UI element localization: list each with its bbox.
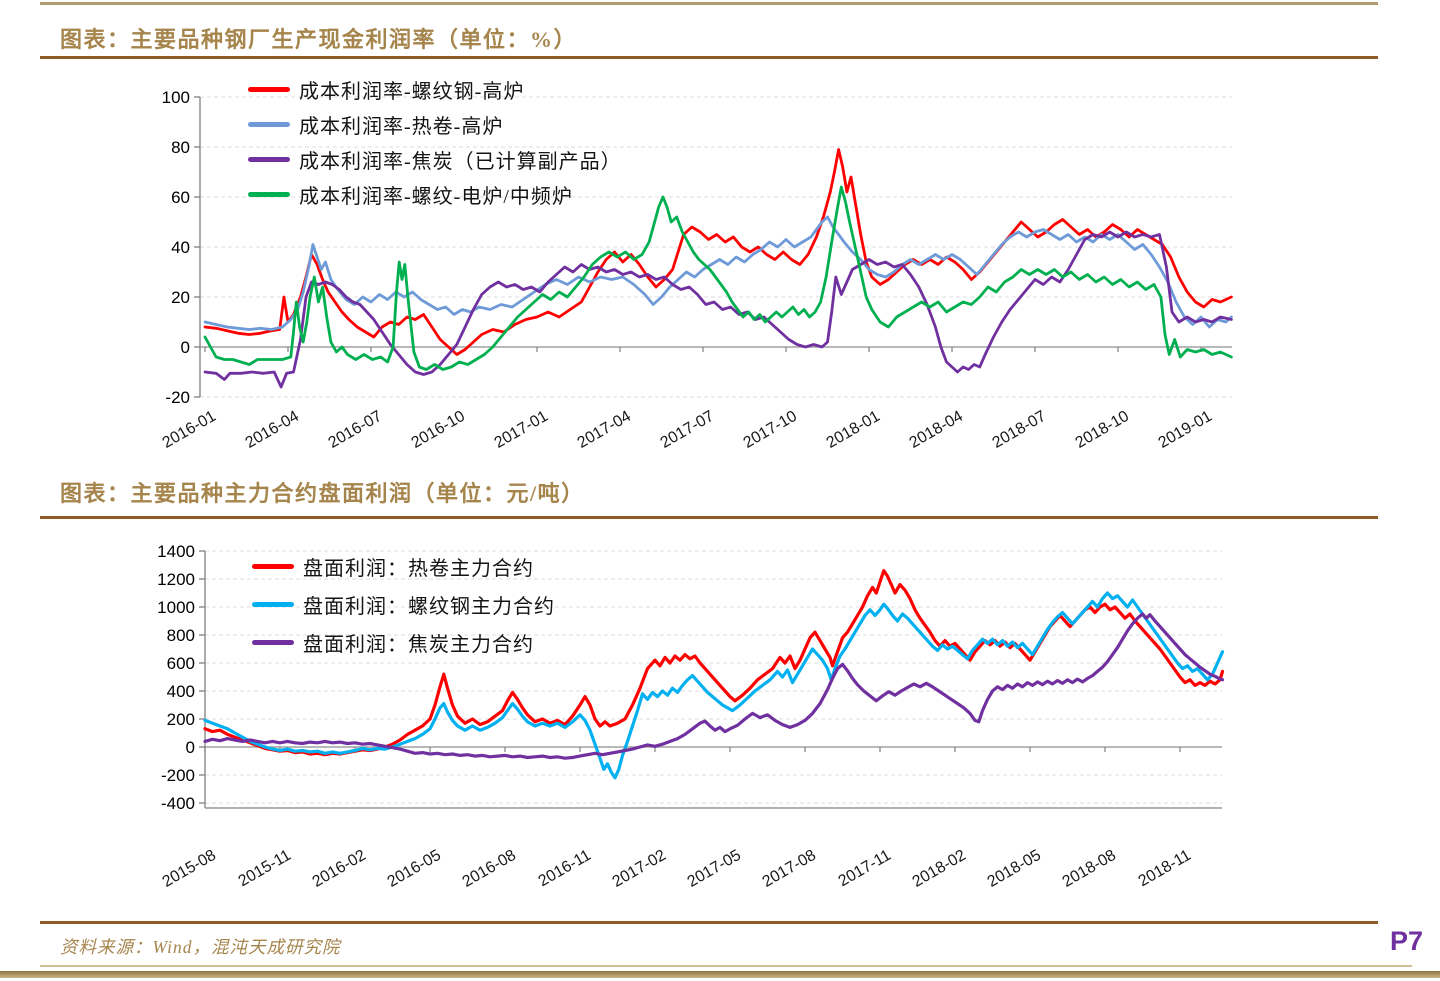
- x-tick-label: 2017-04: [575, 408, 634, 452]
- x-tick-label: 2018-07: [990, 408, 1049, 452]
- x-tick-label: 2016-05: [385, 847, 444, 891]
- x-tick-label: 2018-10: [1073, 408, 1132, 452]
- y-tick-label: 0: [186, 738, 195, 757]
- series-line-0: [203, 148, 1233, 356]
- chart2-title: 图表：主要品种主力合约盘面利润（单位：元/吨）: [60, 481, 585, 506]
- chart2-legend: 盘面利润：热卷主力合约 盘面利润：螺纹钢主力合约 盘面利润：焦炭主力合约: [252, 547, 555, 661]
- x-tick-label: 2018-11: [1136, 847, 1194, 891]
- y-tick-label: 200: [167, 710, 195, 729]
- x-tick-label: 2018-04: [907, 408, 966, 452]
- x-tick-label: 2016-08: [460, 847, 519, 891]
- legend-label: 成本利润率-螺纹-电炉/中频炉: [299, 186, 573, 208]
- legend-swatch-green-line: [248, 192, 290, 197]
- legend-swatch-cyan-line: [252, 601, 294, 607]
- x-tick-label: 2016-07: [326, 408, 385, 452]
- series-line-1: [203, 591, 1225, 780]
- y-tick-label: -20: [165, 388, 190, 407]
- x-tick-label: 2016-10: [409, 408, 468, 452]
- x-tick-label: 2015-08: [160, 847, 219, 891]
- top-border-line: [40, 2, 1378, 5]
- x-tick-label: 2017-11: [836, 847, 894, 891]
- legend-swatch-purple-line: [248, 157, 290, 162]
- page-number: P7: [1390, 926, 1424, 956]
- legend-item: 盘面利润：焦炭主力合约: [252, 623, 555, 661]
- legend-item: 盘面利润：热卷主力合约: [252, 547, 555, 585]
- legend-label: 成本利润率-螺纹钢-高炉: [299, 81, 525, 103]
- legend-label: 盘面利润：螺纹钢主力合约: [303, 595, 555, 618]
- x-tick-label: 2018-02: [910, 847, 969, 891]
- x-tick-label: 2019-01: [1156, 408, 1215, 452]
- y-tick-label: -400: [161, 794, 195, 813]
- y-tick-label: 1000: [157, 598, 195, 617]
- y-tick-label: 80: [171, 138, 190, 157]
- x-tick-label: 2017-01: [492, 408, 551, 452]
- legend-item: 成本利润率-螺纹-电炉/中频炉: [248, 177, 622, 212]
- x-tick-label: 2018-05: [985, 847, 1044, 891]
- series-line-2: [203, 230, 1233, 389]
- x-tick-label: 2018-08: [1060, 847, 1119, 891]
- series-line-1: [203, 215, 1233, 331]
- x-tick-label: 2016-11: [536, 847, 594, 891]
- y-tick-label: 1200: [157, 570, 195, 589]
- legend-label: 盘面利润：热卷主力合约: [303, 557, 534, 580]
- y-tick-label: 400: [167, 682, 195, 701]
- legend-item: 成本利润率-螺纹钢-高炉: [248, 72, 622, 107]
- bottom-thin-line: [40, 965, 1412, 967]
- legend-item: 盘面利润：螺纹钢主力合约: [252, 585, 555, 623]
- legend-label: 盘面利润：焦炭主力合约: [303, 633, 534, 656]
- y-tick-label: 100: [162, 88, 190, 107]
- chart1-title: 图表：主要品种钢厂生产现金利润率（单位：%）: [60, 27, 578, 52]
- legend-item: 成本利润率-热卷-高炉: [248, 107, 622, 142]
- x-tick-label: 2016-04: [243, 408, 302, 452]
- x-tick-label: 2017-08: [760, 847, 819, 891]
- x-tick-label: 2017-10: [741, 408, 800, 452]
- chart2-title-underline: [40, 516, 1378, 519]
- chart1-title-underline: [40, 56, 1378, 59]
- footer-source-text: 资料来源：Wind，混沌天成研究院: [60, 937, 341, 957]
- legend-swatch-red-line: [248, 87, 290, 92]
- y-tick-label: 60: [171, 188, 190, 207]
- y-tick-label: 40: [171, 238, 190, 257]
- series-line-2: [203, 612, 1225, 760]
- legend-swatch-blue-line: [248, 122, 290, 127]
- x-tick-label: 2016-02: [310, 847, 369, 891]
- x-tick-label: 2017-05: [685, 847, 744, 891]
- y-tick-label: 600: [167, 654, 195, 673]
- y-tick-label: 0: [181, 338, 190, 357]
- x-tick-label: 2015-11: [236, 847, 294, 891]
- chart1-legend: 成本利润率-螺纹钢-高炉 成本利润率-热卷-高炉 成本利润率-焦炭（已计算副产品…: [248, 72, 622, 212]
- footer-top-line: [40, 921, 1378, 924]
- y-tick-label: 1400: [157, 542, 195, 561]
- x-tick-label: 2017-07: [658, 408, 717, 452]
- legend-label: 成本利润率-热卷-高炉: [299, 116, 504, 138]
- x-tick-label: 2017-02: [610, 847, 669, 891]
- legend-item: 成本利润率-焦炭（已计算副产品）: [248, 142, 622, 177]
- legend-swatch-red-line: [252, 563, 294, 569]
- series-line-3: [203, 185, 1233, 371]
- y-tick-label: 20: [171, 288, 190, 307]
- legend-swatch-purple-line: [252, 639, 294, 645]
- bottom-border-band: [0, 971, 1440, 978]
- legend-label: 成本利润率-焦炭（已计算副产品）: [299, 151, 622, 173]
- x-tick-label: 2018-01: [824, 408, 883, 452]
- y-tick-label: 800: [167, 626, 195, 645]
- x-tick-label: 2016-01: [160, 408, 219, 452]
- y-tick-label: -200: [161, 766, 195, 785]
